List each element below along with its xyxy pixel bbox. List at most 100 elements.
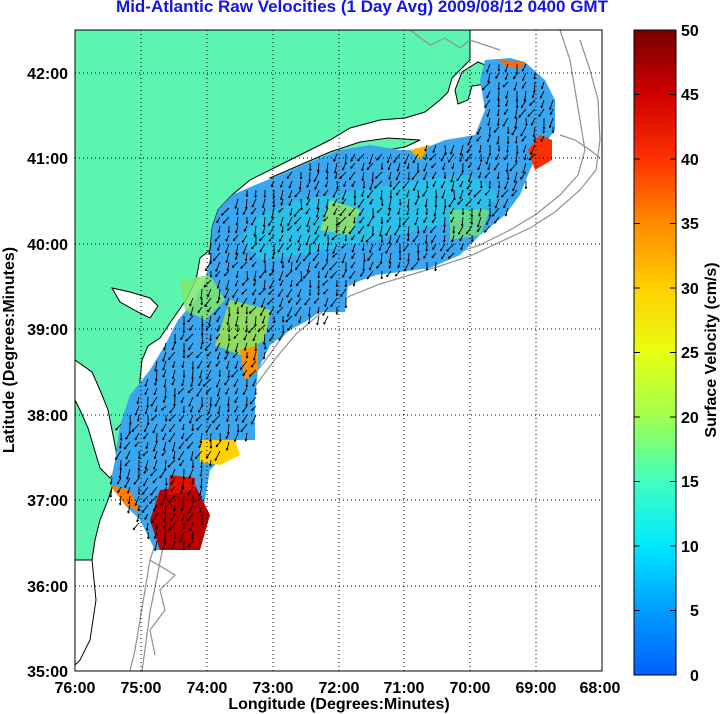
arrow-head [249, 401, 252, 405]
velocity-arrow [417, 189, 420, 199]
velocity-arrow [306, 180, 311, 188]
arrow-head [215, 274, 217, 277]
velocity-arrow [341, 162, 347, 171]
velocity-arrow [287, 306, 293, 317]
velocity-arrow [312, 252, 320, 262]
arrow-head [244, 206, 247, 210]
velocity-arrow [314, 261, 320, 269]
arrow-head [431, 165, 433, 168]
arrow-head [199, 485, 202, 489]
velocity-arrow [154, 450, 158, 459]
arrow-head [273, 320, 275, 324]
velocity-arrow [339, 171, 347, 179]
arrow-head [286, 176, 289, 179]
arrow-head [532, 134, 535, 138]
arrow-head [154, 369, 156, 372]
velocity-arrow [361, 162, 365, 172]
velocity-arrow [199, 486, 203, 497]
velocity-arrow [312, 234, 320, 245]
arrow-head [450, 189, 453, 192]
velocity-arrow [259, 234, 266, 242]
arrow-head [244, 438, 247, 442]
velocity-arrow [465, 198, 473, 207]
velocity-arrow [273, 315, 275, 324]
velocity-arrow [239, 360, 248, 370]
velocity-arrow [487, 162, 491, 171]
arrow-head [402, 222, 404, 226]
arrow-head [447, 256, 450, 259]
arrow-head [417, 250, 419, 254]
y-tick: 42:00 [27, 66, 68, 83]
velocity-arrow [387, 207, 392, 216]
arrow-head [173, 536, 176, 539]
velocity-arrow [225, 243, 230, 254]
velocity-arrow [231, 261, 239, 268]
velocity-arrow [348, 171, 356, 180]
velocity-arrow [357, 153, 365, 162]
velocity-arrow [187, 315, 194, 323]
velocity-arrow [515, 135, 518, 144]
velocity-arrow [168, 414, 176, 422]
velocity-arrow [333, 207, 338, 215]
arrow-head [487, 123, 489, 126]
velocity-arrow [431, 216, 437, 223]
arrow-head [248, 311, 251, 314]
velocity-arrow [115, 450, 122, 460]
arrow-head [259, 275, 261, 279]
arrow-head [240, 266, 242, 269]
velocity-arrow [504, 72, 509, 80]
arrow-head [239, 367, 242, 370]
arrow-head [388, 241, 390, 245]
velocity-arrow [521, 81, 527, 89]
velocity-arrow [376, 153, 383, 161]
arrow-head [208, 323, 210, 326]
arrow-head [244, 258, 247, 262]
x-tick: 72:00 [319, 680, 360, 697]
velocity-arrow [287, 216, 293, 226]
arrow-head [236, 329, 239, 333]
velocity-arrow [187, 387, 194, 393]
velocity-arrow [153, 459, 158, 470]
velocity-arrow [332, 243, 338, 254]
arrow-head [205, 327, 208, 330]
velocity-arrow [324, 270, 329, 278]
velocity-arrow [190, 405, 194, 413]
velocity-arrow [450, 207, 455, 215]
velocity-arrow [215, 423, 221, 430]
arrow-head [521, 139, 523, 142]
arrow-head [387, 207, 390, 210]
arrow-head [533, 139, 535, 143]
arrow-head [502, 84, 505, 88]
velocity-arrow [461, 216, 464, 227]
arrow-head [497, 88, 500, 91]
velocity-arrow [150, 396, 158, 407]
velocity-arrow [525, 117, 527, 126]
velocity-arrow [277, 288, 284, 297]
arrow-head [170, 489, 172, 492]
arrow-head [308, 168, 311, 172]
velocity-arrow [441, 252, 446, 260]
velocity-arrow [482, 81, 491, 91]
arrow-head [136, 419, 139, 422]
arrow-head [335, 230, 337, 234]
arrow-head [406, 238, 409, 242]
velocity-arrow [423, 171, 428, 181]
velocity-arrow [361, 189, 365, 197]
velocity-arrow [254, 315, 257, 327]
velocity-arrow [115, 423, 122, 431]
velocity-arrow [252, 288, 257, 296]
velocity-arrow [124, 477, 131, 488]
velocity-arrow [323, 288, 329, 295]
velocity-arrow [467, 135, 473, 146]
arrow-head [344, 284, 347, 288]
velocity-arrow [506, 162, 509, 173]
colorbar-tick: 40 [681, 152, 699, 169]
velocity-arrow [379, 225, 383, 237]
velocity-arrow [520, 99, 527, 109]
arrow-head [279, 197, 282, 200]
velocity-arrow [259, 243, 266, 253]
velocity-arrow [307, 189, 311, 200]
velocity-arrow [240, 261, 248, 269]
arrow-head [190, 458, 192, 461]
velocity-arrow [503, 198, 509, 209]
